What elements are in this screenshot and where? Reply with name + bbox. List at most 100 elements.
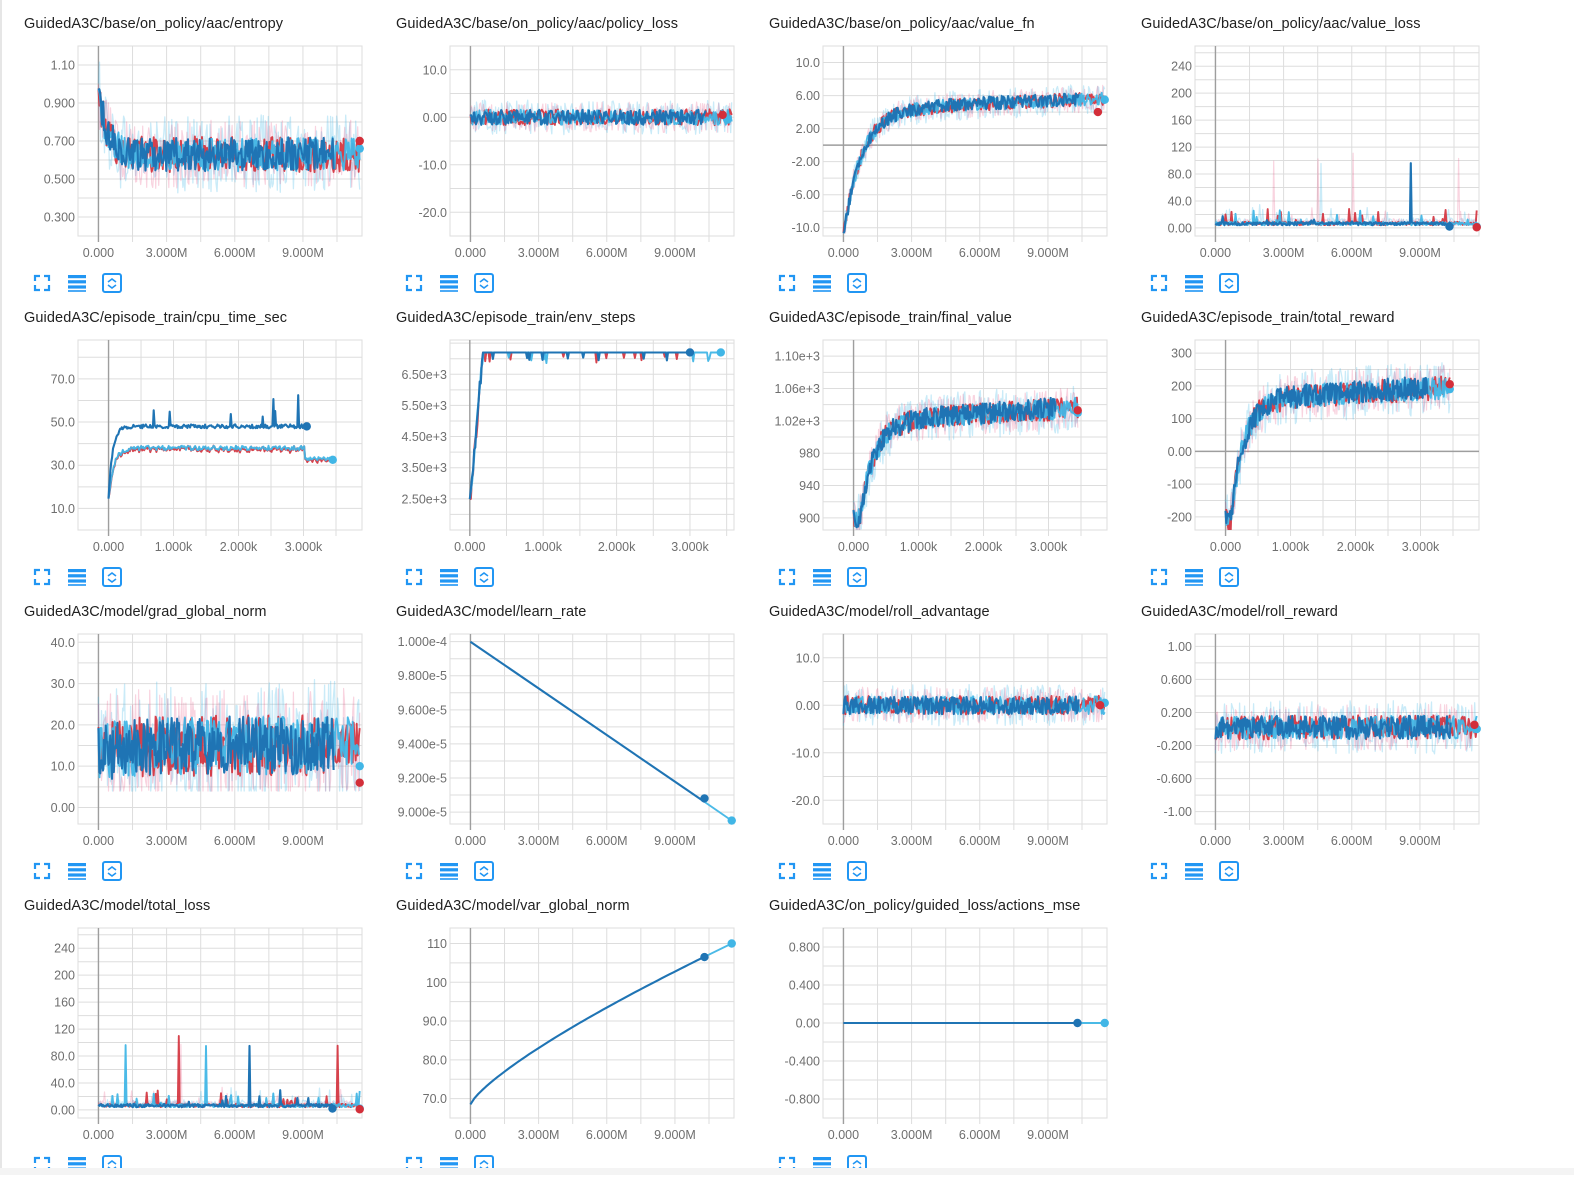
chart-card: GuidedA3C/model/grad_global_norm 40.0 30.0… <box>0 590 370 883</box>
gridlines <box>1194 45 1480 242</box>
chart-plot[interactable]: 240 200 160 120 80.0 40.0 0.00 0.000 3.000M 6.000… <box>0 922 370 1152</box>
gridlines <box>822 339 1108 536</box>
gridlines <box>77 339 363 536</box>
y-tick-label: 80.0 <box>1168 168 1192 182</box>
chart-plot[interactable]: 110 100 90.0 80.0 70.0 0.000 3.000M 6.000M 9.000… <box>372 922 742 1152</box>
series-end-point <box>1093 107 1103 117</box>
y-tick-label: -0.200 <box>1157 739 1192 753</box>
fit-domain-button[interactable] <box>1217 565 1241 589</box>
y-tick-label: 30.0 <box>51 677 75 691</box>
fit-domain-button[interactable] <box>100 859 124 883</box>
chart-plot[interactable]: 10.0 0.00 -10.0 -20.0 0.000 3.000M 6.000M 9.000… <box>745 628 1115 858</box>
y-tick-label: 20.0 <box>51 718 75 732</box>
x-tick-label: 0.000 <box>83 1128 114 1142</box>
toggle-data-table-button[interactable] <box>810 565 834 589</box>
series-red-raw <box>842 84 1106 234</box>
y-tick-label: 0.00 <box>423 111 447 125</box>
fit-domain-button[interactable] <box>472 271 496 295</box>
toggle-data-table-button[interactable] <box>810 271 834 295</box>
chart-toolbar <box>32 859 152 883</box>
series-end-point <box>355 761 364 771</box>
toggle-fullsize-button[interactable] <box>775 271 799 295</box>
chart-title: GuidedA3C/base/on_policy/aac/value_loss <box>1141 16 1421 32</box>
toggle-fullsize-button[interactable] <box>402 565 426 589</box>
toggle-fullsize-button[interactable] <box>30 271 54 295</box>
toggle-data-table-button[interactable] <box>65 565 89 589</box>
chart-plot[interactable]: 300 200 100 0.00 -100 -200 0.000 1.000k 2.000k 3.… <box>1117 334 1487 564</box>
series-dark <box>469 108 707 126</box>
chart-plot[interactable]: 6.50e+3 5.50e+3 4.50e+3 3.50e+3 2.50e+3 0.000… <box>372 334 742 564</box>
toggle-data-table-button[interactable] <box>65 271 89 295</box>
chart-plot[interactable]: 1.10 0.900 0.700 0.500 0.300 0.000 3.000M 6.000… <box>0 40 370 270</box>
data-list-icon <box>1182 271 1206 295</box>
fit-domain-button[interactable] <box>845 271 869 295</box>
fit-domain-button[interactable] <box>100 565 124 589</box>
series-end-point <box>302 422 311 431</box>
toggle-fullsize-button[interactable] <box>775 859 799 883</box>
y-tick-label: 80.0 <box>423 1053 447 1067</box>
y-tick-label: 9.000e-5 <box>398 806 447 820</box>
chart-plot[interactable]: 1.00 0.600 0.200 -0.200 -0.600 -1.00 0.000 3.00… <box>1117 628 1487 858</box>
x-tick-label: 0.000 <box>1200 246 1231 260</box>
y-tick-label: 40.0 <box>51 636 75 650</box>
fit-domain-button[interactable] <box>100 271 124 295</box>
toggle-data-table-button[interactable] <box>65 859 89 883</box>
y-tick-label: 160 <box>1171 114 1192 128</box>
series-end-point <box>700 952 709 962</box>
toggle-data-table-button[interactable] <box>810 859 834 883</box>
fullscreen-icon <box>30 859 54 883</box>
toggle-fullsize-button[interactable] <box>775 565 799 589</box>
series-end-point <box>355 778 364 787</box>
chart-title: GuidedA3C/base/on_policy/aac/value_fn <box>769 16 1035 32</box>
toggle-fullsize-button[interactable] <box>775 1153 799 1177</box>
toggle-data-table-button[interactable] <box>437 859 461 883</box>
fit-domain-button[interactable] <box>845 565 869 589</box>
toggle-fullsize-button[interactable] <box>30 565 54 589</box>
toggle-data-table-button[interactable] <box>1182 565 1206 589</box>
x-tick-label: 1.000k <box>524 540 562 554</box>
y-tick-label: -20.0 <box>419 206 448 220</box>
toggle-fullsize-button[interactable] <box>1147 859 1171 883</box>
fit-domain-button[interactable] <box>472 565 496 589</box>
x-tick-label: 3.000k <box>1030 540 1068 554</box>
series-dark <box>1214 162 1452 227</box>
chart-plot[interactable]: 10.0 6.00 2.00 -2.00 -6.00 -10.0 0.000 3.000M 6.… <box>745 40 1115 270</box>
chart-plot[interactable]: 0.800 0.400 0.00 -0.400 -0.800 0.000 3.000M 6.0… <box>745 922 1115 1152</box>
chart-toolbar <box>404 271 524 295</box>
chart-card: GuidedA3C/model/var_global_norm 110 100 90.… <box>372 884 742 1177</box>
series-end-point <box>1073 1018 1082 1028</box>
fit-domain-button[interactable] <box>1217 271 1241 295</box>
x-tick-label: 0.000 <box>93 540 124 554</box>
y-tick-label: 2.50e+3 <box>401 492 447 506</box>
toggle-data-table-button[interactable] <box>1182 271 1206 295</box>
y-tick-label: 50.0 <box>51 416 75 430</box>
toggle-fullsize-button[interactable] <box>30 859 54 883</box>
y-tick-label: -2.00 <box>792 155 821 169</box>
chart-plot[interactable]: 70.0 50.0 30.0 10.0 0.000 1.000k 2.000k 3.000k <box>0 334 370 564</box>
toggle-data-table-button[interactable] <box>1182 859 1206 883</box>
toggle-fullsize-button[interactable] <box>1147 565 1171 589</box>
y-tick-label: -200 <box>1167 510 1192 524</box>
y-tick-label: 0.200 <box>1161 706 1192 720</box>
series-end-point <box>1445 380 1454 389</box>
chart-plot[interactable]: 10.0 0.00 -10.0 -20.0 0.000 3.000M 6.000M 9.000… <box>372 40 742 270</box>
toggle-fullsize-button[interactable] <box>1147 271 1171 295</box>
fit-domain-button[interactable] <box>1217 859 1241 883</box>
chart-plot[interactable]: 40.0 30.0 20.0 10.0 0.00 0.000 3.000M 6.000M 9.0… <box>0 628 370 858</box>
toggle-fullsize-button[interactable] <box>30 1153 54 1177</box>
toggle-fullsize-button[interactable] <box>402 1153 426 1177</box>
fit-domain-button[interactable] <box>472 859 496 883</box>
toggle-fullsize-button[interactable] <box>402 271 426 295</box>
chart-plot[interactable]: 1.10e+3 1.06e+3 1.02e+3 980 940 900 0.000 1.000… <box>745 334 1115 564</box>
series-dark <box>469 640 706 803</box>
chart-plot[interactable]: 240 200 160 120 80.0 40.0 0.00 0.000 3.000M 6.000… <box>1117 40 1487 270</box>
fullscreen-icon <box>1147 859 1171 883</box>
y-tick-label: 160 <box>54 996 75 1010</box>
fit-domain-button[interactable] <box>845 859 869 883</box>
chart-plot[interactable]: 1.000e-4 9.800e-5 9.600e-5 9.400e-5 9.200e-5… <box>372 628 742 858</box>
y-tick-label: 1.00 <box>1168 640 1192 654</box>
toggle-data-table-button[interactable] <box>437 271 461 295</box>
toggle-fullsize-button[interactable] <box>402 859 426 883</box>
x-tick-label: 9.000M <box>282 1128 324 1142</box>
toggle-data-table-button[interactable] <box>437 565 461 589</box>
